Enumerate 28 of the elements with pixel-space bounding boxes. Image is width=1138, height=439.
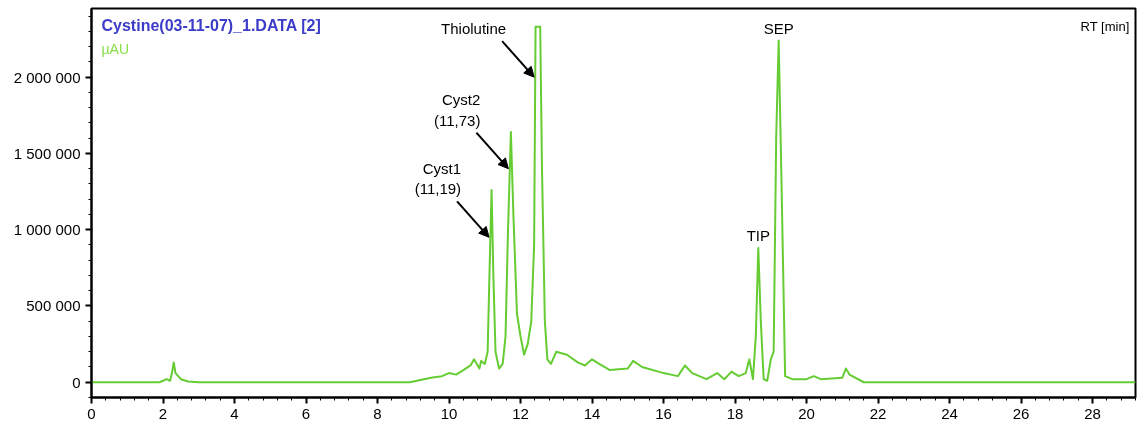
y-tick-label: 500 000 xyxy=(26,297,81,315)
x-tick-label: 16 xyxy=(655,404,672,422)
y-tick-label: 0 xyxy=(72,373,81,391)
y-tick-label: 1 000 000 xyxy=(13,221,81,239)
x-tick-label: 20 xyxy=(798,404,815,422)
y-tick-label: 1 500 000 xyxy=(13,144,81,162)
x-tick-label: 6 xyxy=(301,404,311,422)
annotation: TIP xyxy=(746,227,770,244)
annotation: Thiolutine xyxy=(441,20,507,38)
annotation: SEP xyxy=(763,19,794,37)
x-tick-label: 0 xyxy=(87,404,96,422)
x-tick-label: 14 xyxy=(583,404,601,422)
x-tick-label: 26 xyxy=(1012,404,1030,422)
y-tick-label: 2 000 000 xyxy=(13,68,81,86)
x-axis-title: RT [min] xyxy=(1080,18,1130,34)
annotation: Cyst1 (11,19) xyxy=(414,159,462,198)
x-tick-label: 12 xyxy=(512,404,529,422)
x-tick-label: 18 xyxy=(726,404,744,422)
x-tick-label: 8 xyxy=(373,404,382,422)
x-tick-label: 28 xyxy=(1084,404,1101,422)
x-tick-label: 24 xyxy=(941,404,958,422)
annotation: Cyst2 (11,73) xyxy=(433,91,481,129)
y-axis-title: µAU xyxy=(101,40,130,57)
text: Cystine(03-11-07)_1.DATA [2] xyxy=(101,16,321,34)
x-tick-label: 22 xyxy=(869,404,887,422)
x-tick-label: 10 xyxy=(440,404,458,422)
x-tick-label: 4 xyxy=(230,404,239,422)
x-tick-label: 2 xyxy=(158,404,168,422)
